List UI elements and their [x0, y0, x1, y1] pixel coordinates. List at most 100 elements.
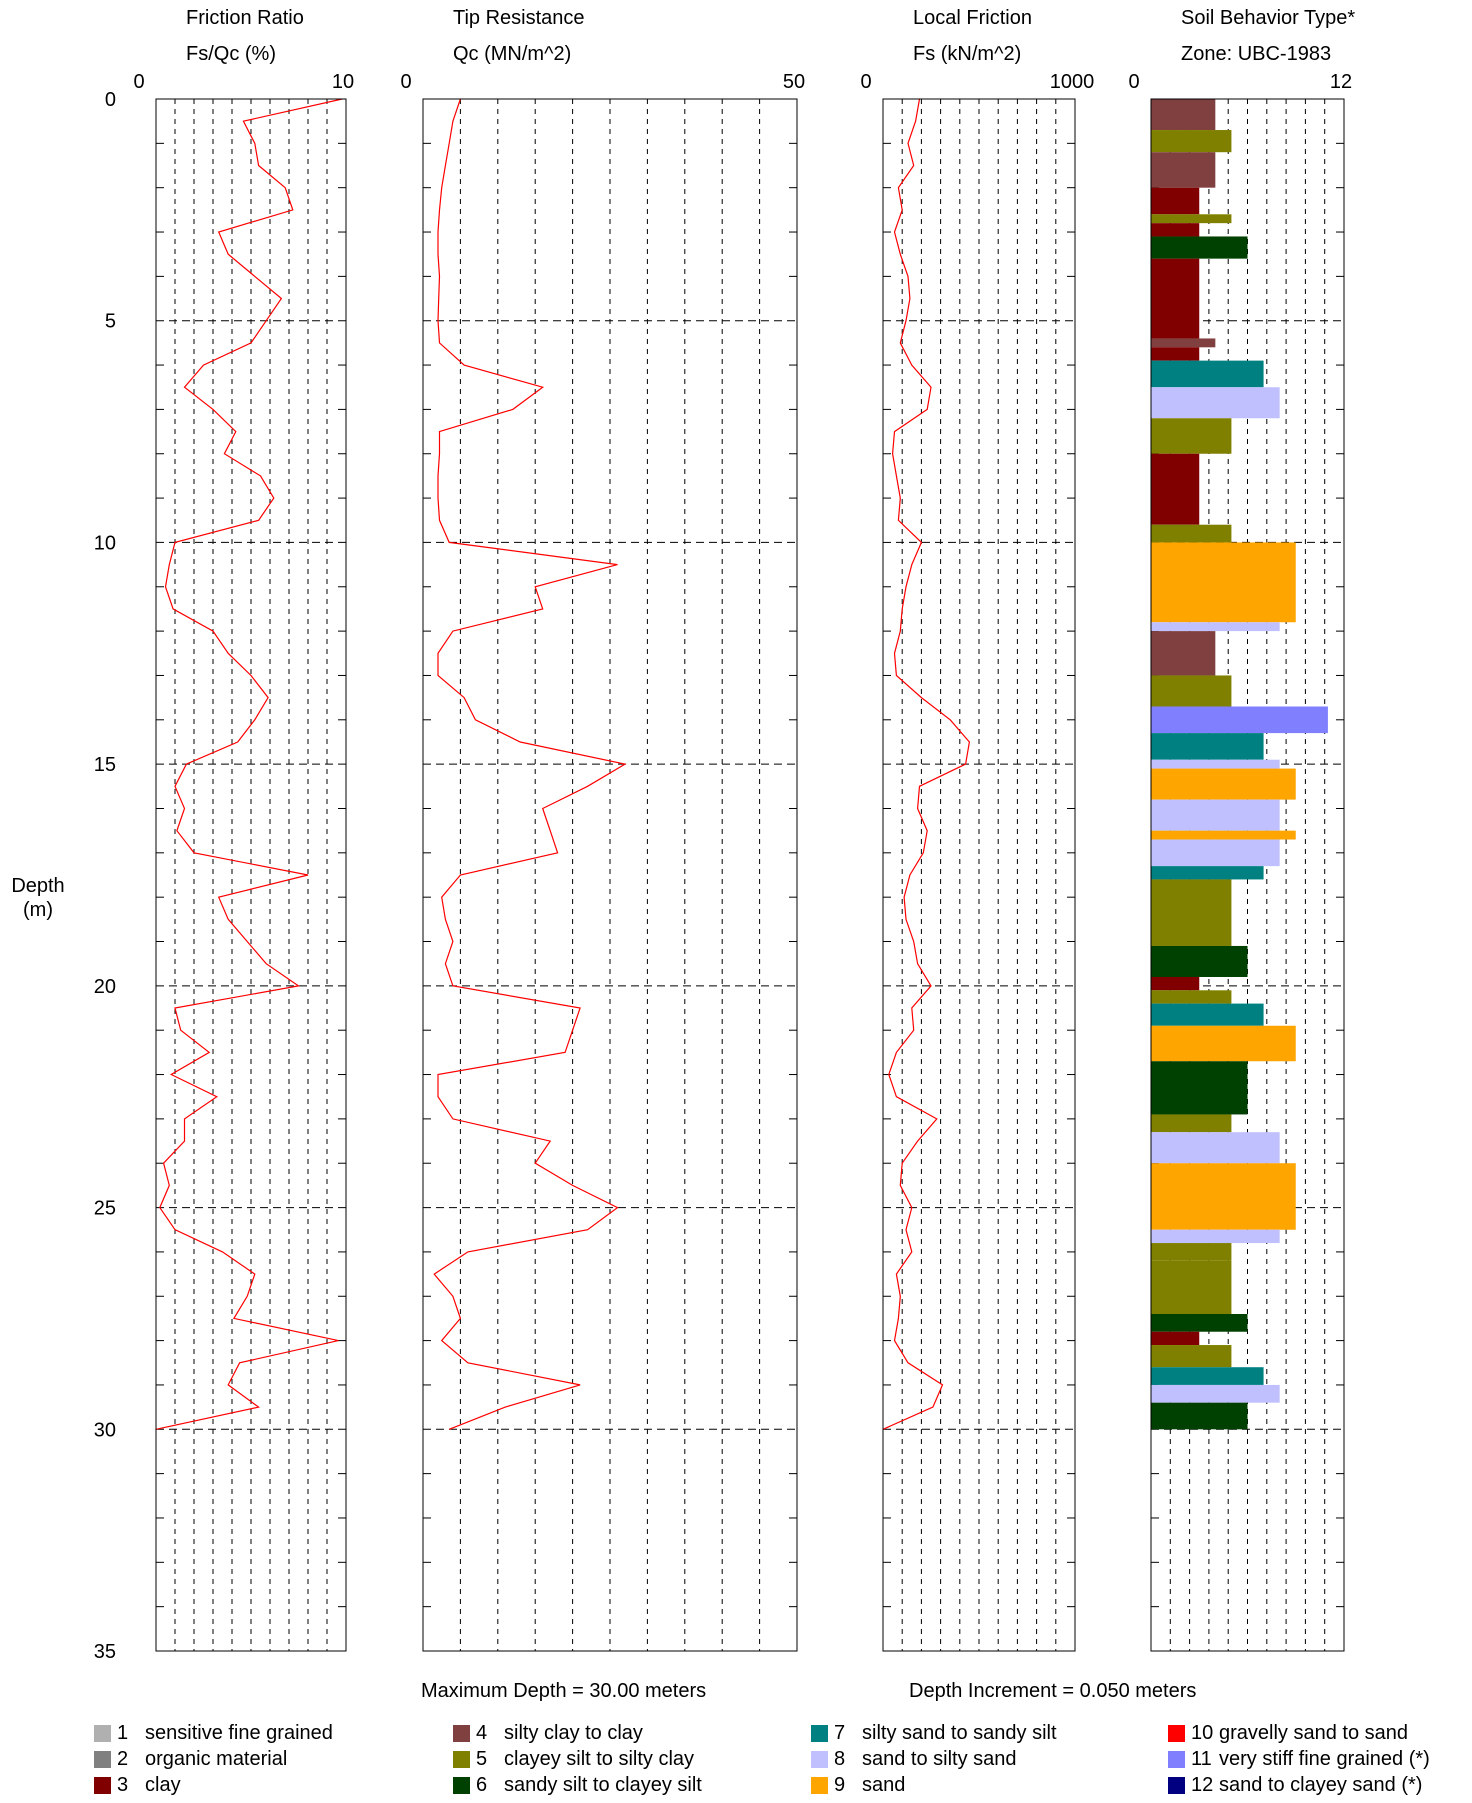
panel-title: Soil Behavior Type* [1181, 7, 1355, 29]
soil-layer-bar [1151, 1061, 1248, 1115]
x-tick-label: 50 [783, 71, 805, 93]
soil-layer-bar [1151, 1260, 1232, 1314]
soil-layer-bar [1151, 1313, 1248, 1332]
soil-layer-bar [1151, 236, 1248, 259]
soil-layer-bar [1151, 1402, 1248, 1430]
soil-layer-bar [1151, 130, 1232, 153]
soil-layer-bar [1151, 879, 1232, 946]
soil-layer-bar [1151, 733, 1264, 760]
legend-code: 12 [1191, 1773, 1214, 1796]
soil-layer-bar [1151, 990, 1232, 1004]
panel-title: Local Friction [913, 7, 1032, 29]
soil-layer-bar [1151, 524, 1232, 543]
legend-swatch [94, 1724, 111, 1742]
legend-item-7: 7 silty sand to sandy silt [811, 1720, 1057, 1746]
legend-swatch [811, 1750, 828, 1768]
cpt-log-chart: Friction Ratio Fs/Qc (%) 0 10 Tip Resistance… [11, 7, 1355, 1702]
panel-frame [155, 98, 347, 1652]
x-tick-label: 0 [400, 71, 411, 93]
data-line [882, 98, 971, 1430]
legend-swatch [1168, 1750, 1185, 1768]
depth-tick-label: 10 [94, 532, 116, 554]
legend-code: 9 [834, 1773, 846, 1796]
legend-label: very stiff fine grained (*) [1219, 1747, 1430, 1770]
soil-layer-bar [1151, 768, 1296, 800]
legend-swatch [1168, 1724, 1185, 1742]
soil-layer-bar [1151, 223, 1200, 237]
x-tick-label: 0 [133, 71, 144, 93]
legend-label: gravelly sand to sand [1219, 1721, 1409, 1744]
legend-label: sand [862, 1773, 906, 1796]
panel-frame [422, 98, 798, 1652]
legend-code: 6 [476, 1773, 488, 1796]
depth-increment-note: Depth Increment = 0.050 meters [909, 1680, 1196, 1702]
panel-xlabel: Zone: UBC-1983 [1181, 43, 1331, 65]
legend-swatch [94, 1776, 111, 1794]
soil-layer-bar [1151, 187, 1200, 215]
legend-swatch [1168, 1776, 1185, 1794]
x-tick-label: 0 [860, 71, 871, 93]
soil-layer-bar [1151, 706, 1328, 734]
legend-label: silty sand to sandy silt [862, 1721, 1057, 1744]
depth-axis-unit: (m) [23, 899, 53, 921]
legend-swatch [453, 1750, 470, 1768]
soil-layer-bar [1151, 1163, 1296, 1230]
legend-item-4: 4 silty clay to clay [453, 1720, 643, 1746]
soil-layer-bar [1151, 347, 1200, 361]
panel-title: Friction Ratio [186, 7, 304, 29]
legend-label: sandy silt to clayey silt [504, 1773, 702, 1796]
panel-xlabel: Fs/Qc (%) [186, 43, 276, 65]
soil-layer-bar [1151, 99, 1216, 131]
x-tick-label: 12 [1330, 71, 1352, 93]
soil-layer-bar [1151, 152, 1216, 188]
soil-layer-bar [1151, 542, 1296, 623]
panel-title: Tip Resistance [453, 7, 585, 29]
legend-label: silty clay to clay [504, 1721, 643, 1744]
soil-layer-bar [1151, 1114, 1232, 1133]
legend-code: 4 [476, 1721, 488, 1744]
x-tick-label: 1000 [1050, 71, 1095, 93]
soil-layer-bar [1151, 1331, 1200, 1346]
soil-layer-bar [1151, 1384, 1280, 1403]
legend-item-12: 12 sand to clayey sand (*) [1168, 1772, 1422, 1798]
panel-1 [155, 98, 347, 1652]
legend-swatch [811, 1776, 828, 1794]
soil-layer-bar [1151, 1003, 1264, 1026]
soil-layer-bar [1151, 1132, 1280, 1164]
depth-tick-label: 30 [94, 1419, 116, 1441]
legend-swatch [94, 1750, 111, 1768]
panel-3 [882, 98, 1076, 1652]
legend-item-8: 8 sand to silty sand [811, 1746, 1017, 1772]
depth-tick-label: 15 [94, 754, 116, 776]
soil-layer-bar [1151, 1243, 1232, 1261]
panel-xlabel: Fs (kN/m^2) [913, 43, 1021, 65]
soil-layer-bar [1151, 799, 1280, 831]
panel-frame [1150, 98, 1345, 1652]
soil-type-legend: 1 sensitive fine grained 2 organic material… [0, 1718, 1472, 1803]
soil-layer-bar [1151, 945, 1248, 977]
soil-layer-bar [1151, 214, 1232, 224]
soil-layer-bar [1151, 976, 1200, 991]
depth-tick-label: 25 [94, 1198, 116, 1220]
depth-tick-label: 35 [94, 1641, 116, 1663]
legend-label: clay [145, 1773, 181, 1796]
legend-item-11: 11 very stiff fine grained (*) [1168, 1746, 1430, 1772]
legend-item-10: 10 gravelly sand to sand [1168, 1720, 1408, 1746]
soil-layer-bar [1151, 1345, 1232, 1368]
soil-layer-bar [1151, 631, 1216, 676]
max-depth-note: Maximum Depth = 30.00 meters [421, 1680, 706, 1702]
legend-item-1: 1 sensitive fine grained [94, 1720, 333, 1746]
legend-swatch [453, 1776, 470, 1794]
soil-layer-bar [1151, 1367, 1264, 1385]
data-line [155, 98, 343, 1430]
legend-swatch [811, 1724, 828, 1742]
x-tick-label: 10 [332, 71, 354, 93]
soil-layer-bar [1151, 338, 1216, 348]
legend-item-2: 2 organic material [94, 1746, 287, 1772]
soil-layer-bar [1151, 360, 1264, 388]
legend-item-9: 9 sand [811, 1772, 905, 1798]
legend-code: 1 [117, 1721, 129, 1744]
panel-2 [422, 98, 798, 1652]
soil-layer-bar [1151, 866, 1264, 880]
depth-tick-label: 5 [105, 311, 116, 333]
